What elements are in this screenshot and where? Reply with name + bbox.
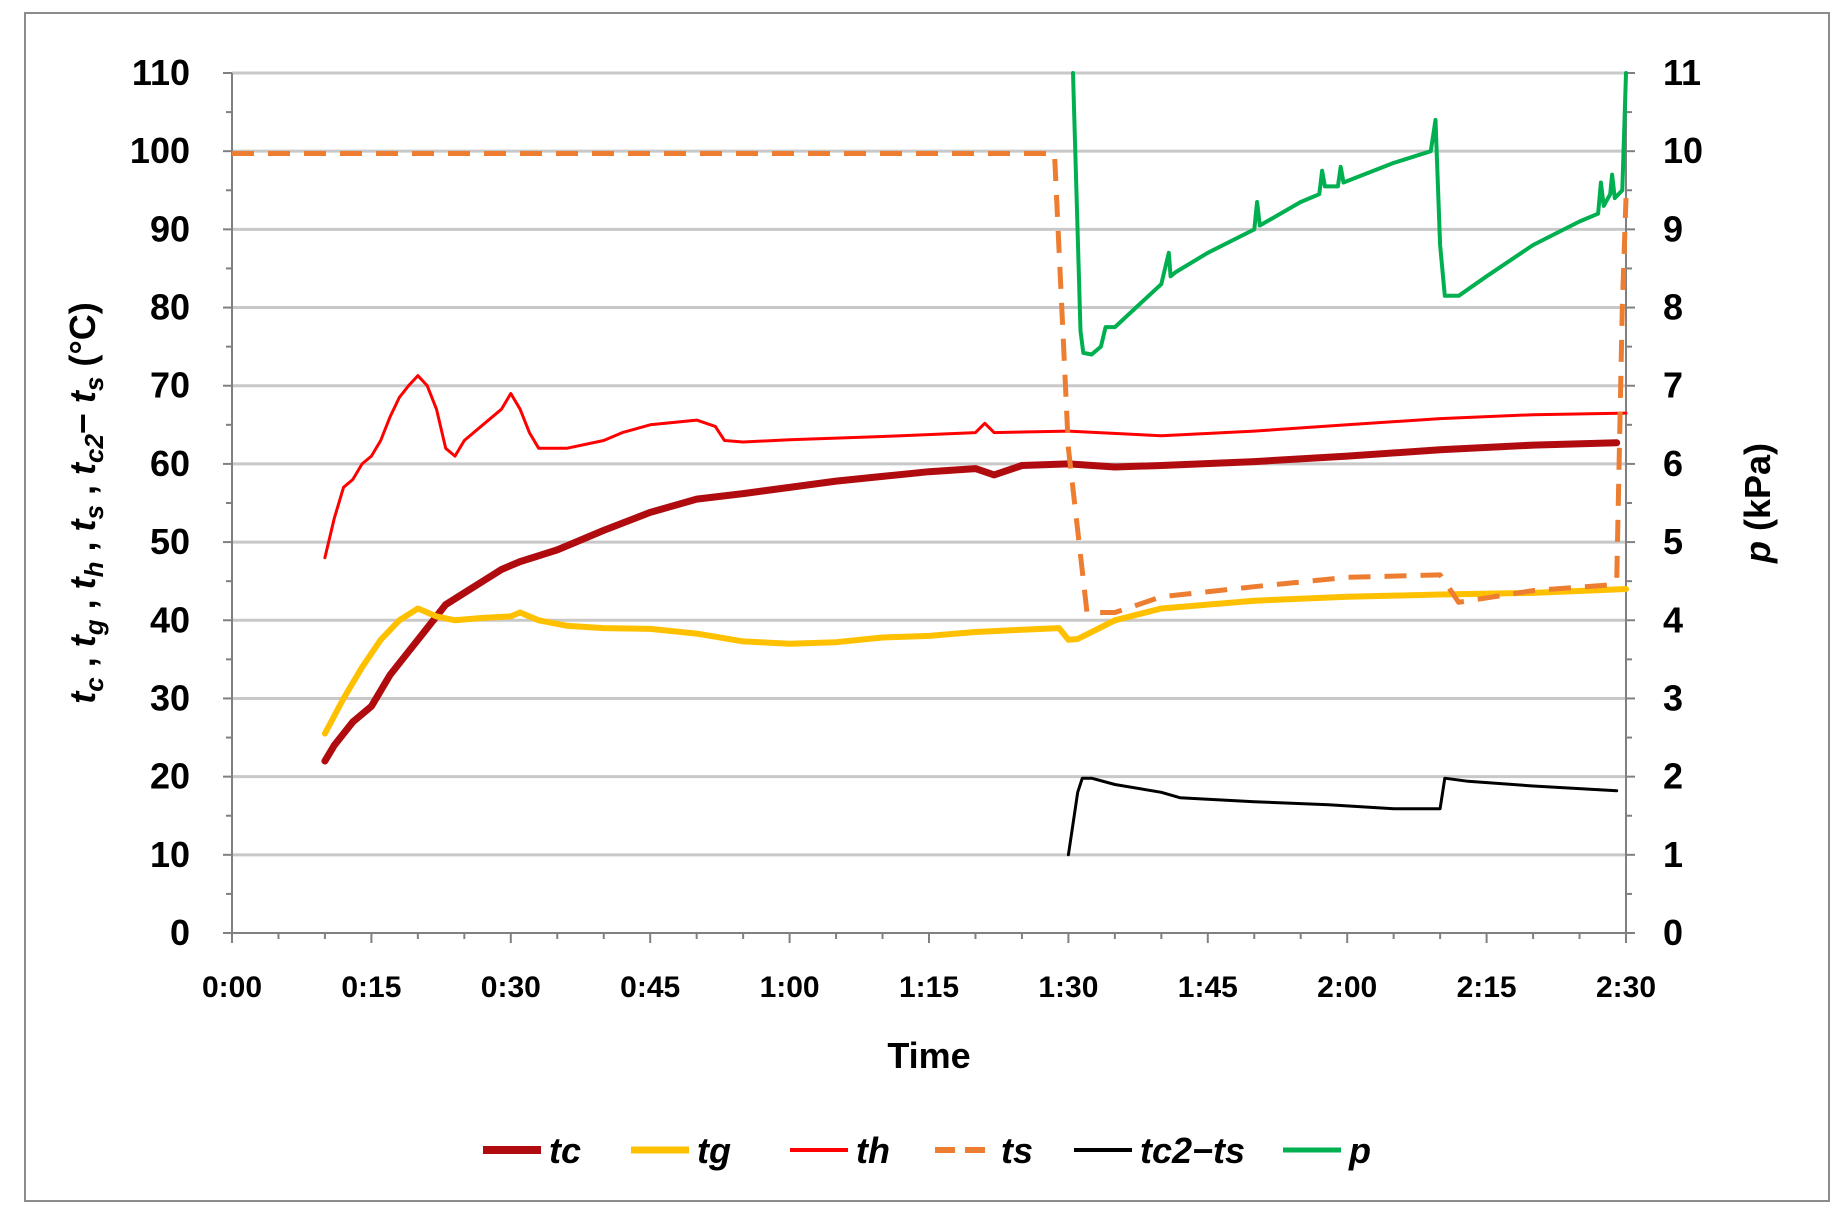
data-series [232, 71, 1629, 857]
y-left-tick-label: 0 [170, 912, 190, 953]
x-tick-label: 1:15 [899, 971, 959, 1004]
y-right-tick-label: 10 [1663, 130, 1703, 171]
x-tick-label: 2:30 [1596, 971, 1656, 1004]
y-left-tick-label: 50 [150, 521, 190, 562]
y-left-tick-label: 60 [150, 443, 190, 484]
x-tick-label: 0:00 [202, 971, 262, 1004]
legend-label: th [856, 1130, 890, 1171]
y-left-tick-label: 80 [150, 287, 190, 328]
y-axis-title-right: p (kPa) [1737, 443, 1778, 564]
axis-ticks: 0 10 20 30 40 50 60 70 80 90 100 110 0 1 2 3 4 5 6 7 8 9 10 11 0… [130, 52, 1703, 1004]
y-left-tick-label: 10 [150, 834, 190, 875]
series-line-th [323, 374, 1628, 560]
y-right-tick-label: 5 [1663, 521, 1683, 562]
legend-label: tg [697, 1130, 731, 1171]
series-line-ts [232, 151, 1629, 615]
y-right-tick-label: 7 [1663, 365, 1683, 406]
gridlines [232, 71, 1626, 857]
legend: tc tg th ts tc2−ts p [483, 1130, 1371, 1171]
x-tick-label: 1:00 [760, 971, 820, 1004]
y-right-tick-label: 1 [1663, 834, 1683, 875]
series-line-tc2-ts [1066, 776, 1619, 857]
y-right-tick-label: 8 [1663, 287, 1683, 328]
series-line-tg [321, 586, 1629, 737]
x-tick-label: 2:15 [1457, 971, 1517, 1004]
legend-label: tc2−ts [1140, 1130, 1245, 1171]
x-tick-label: 0:30 [481, 971, 541, 1004]
legend-label: tc [549, 1130, 581, 1171]
y-right-tick-label: 0 [1663, 912, 1683, 953]
x-tick-label: 0:45 [620, 971, 680, 1004]
legend-label: ts [1001, 1130, 1033, 1171]
y-left-tick-label: 90 [150, 208, 190, 249]
x-tick-label: 0:15 [341, 971, 401, 1004]
y-left-tick-label: 40 [150, 599, 190, 640]
y-left-tick-label: 110 [132, 52, 190, 93]
x-tick-label: 2:00 [1317, 971, 1377, 1004]
x-axis-title: Time [887, 1035, 970, 1076]
y-left-tick-label: 30 [150, 677, 190, 718]
legend-label: p [1348, 1130, 1371, 1171]
y-right-tick-label: 4 [1663, 599, 1683, 640]
y-right-tick-label: 3 [1663, 677, 1683, 718]
y-right-tick-label: 6 [1663, 443, 1683, 484]
y-axis-title-left: tc , tg , th , ts , tc2− ts (°C) [62, 302, 109, 704]
y-left-tick-label: 70 [150, 365, 190, 406]
axes [231, 73, 1627, 934]
y-left-tick-label: 100 [130, 130, 190, 171]
x-tick-label: 1:45 [1178, 971, 1238, 1004]
chart-frame [24, 12, 1830, 1202]
y-left-tick-label: 20 [150, 756, 190, 797]
series-line-p [1071, 71, 1628, 357]
x-tick-label: 1:30 [1038, 971, 1098, 1004]
y-right-tick-label: 9 [1663, 208, 1683, 249]
y-right-tick-label: 11 [1663, 52, 1701, 93]
series-line-tc [321, 439, 1621, 765]
y-right-tick-label: 2 [1663, 756, 1683, 797]
